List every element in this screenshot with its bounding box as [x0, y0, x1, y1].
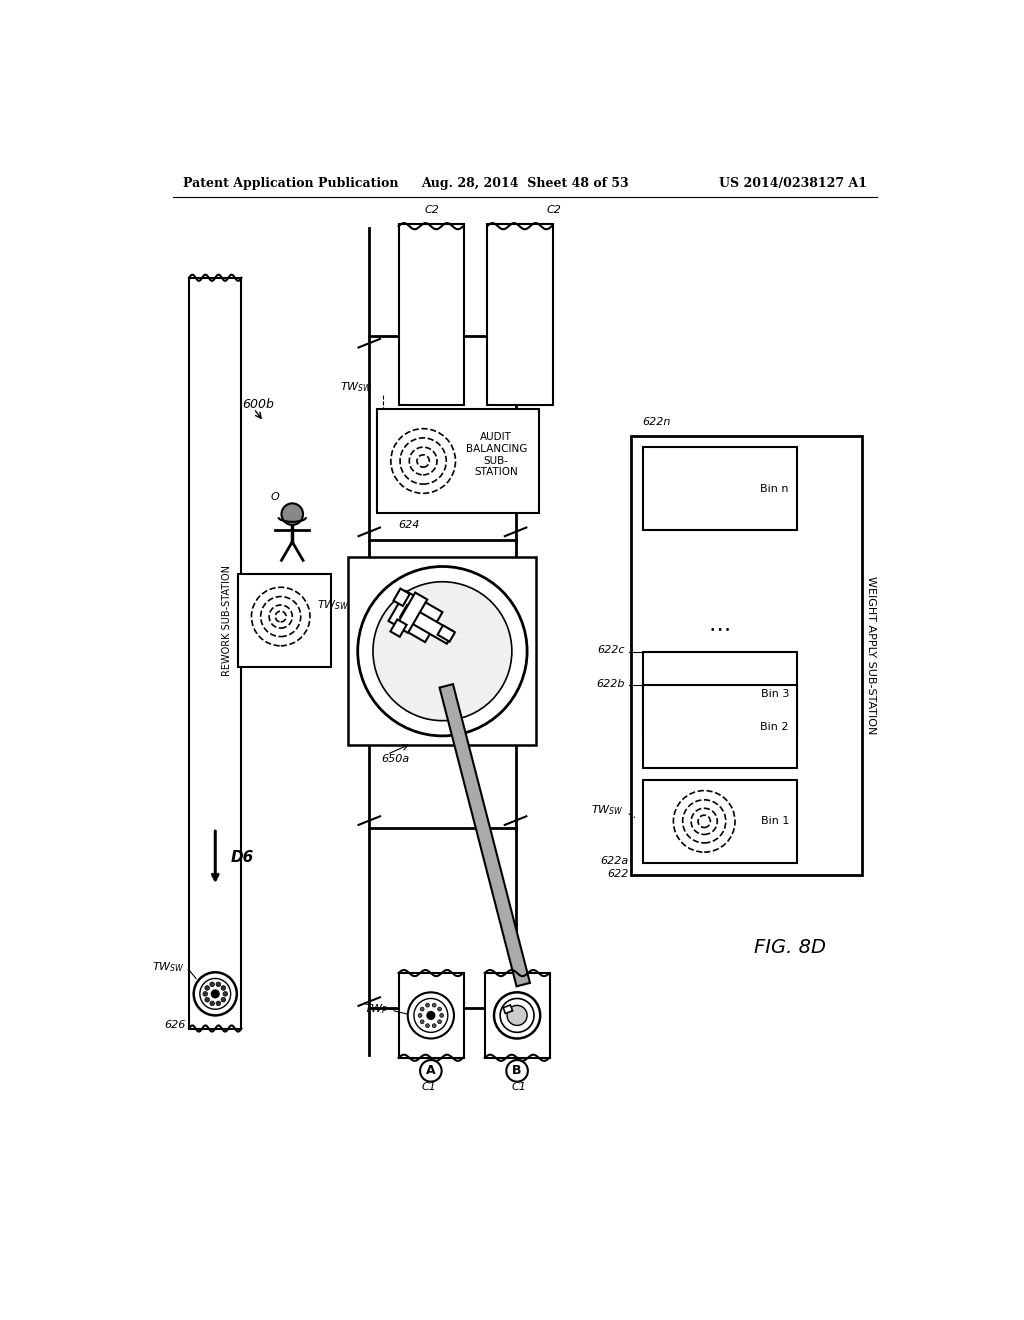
Circle shape — [427, 1011, 435, 1019]
Polygon shape — [503, 1005, 513, 1014]
Text: 600b: 600b — [243, 399, 274, 412]
Circle shape — [216, 982, 220, 986]
Text: C1: C1 — [422, 1082, 437, 1092]
Text: US 2014/0238127 A1: US 2014/0238127 A1 — [719, 177, 866, 190]
Text: C2: C2 — [425, 205, 440, 215]
Text: D6: D6 — [230, 850, 254, 865]
Text: 622b: 622b — [596, 678, 625, 689]
Text: $TW_{SW}$: $TW_{SW}$ — [317, 598, 350, 612]
Text: Aug. 28, 2014  Sheet 48 of 53: Aug. 28, 2014 Sheet 48 of 53 — [421, 177, 629, 190]
Bar — [643, 780, 797, 863]
Circle shape — [432, 1003, 436, 1007]
Text: O: O — [271, 492, 280, 502]
Bar — [398, 973, 464, 1057]
Circle shape — [507, 1006, 527, 1026]
Circle shape — [282, 503, 303, 525]
Text: 650a: 650a — [381, 754, 409, 764]
Text: A: A — [426, 1064, 435, 1077]
Text: $TW_{SW}$: $TW_{SW}$ — [152, 960, 184, 974]
Circle shape — [210, 982, 214, 986]
Circle shape — [439, 1014, 443, 1018]
Circle shape — [200, 978, 230, 1010]
Text: 622: 622 — [607, 869, 629, 879]
Circle shape — [426, 1003, 429, 1007]
Circle shape — [373, 582, 512, 721]
Circle shape — [418, 1014, 422, 1018]
Circle shape — [211, 990, 219, 998]
Text: Bin 3: Bin 3 — [761, 689, 788, 698]
Circle shape — [357, 566, 527, 737]
Text: $TW_{SW}$: $TW_{SW}$ — [340, 380, 373, 393]
Text: $TW_P$: $TW_P$ — [365, 1002, 388, 1016]
Circle shape — [500, 998, 535, 1032]
Text: FIG. 8D: FIG. 8D — [755, 939, 826, 957]
Circle shape — [506, 1060, 528, 1081]
Text: REWORK SUB-STATION: REWORK SUB-STATION — [222, 565, 232, 676]
Polygon shape — [388, 591, 442, 642]
Text: C1: C1 — [512, 1082, 526, 1092]
Bar — [398, 224, 464, 405]
Text: Bin 1: Bin 1 — [761, 816, 788, 826]
Circle shape — [437, 1007, 441, 1011]
Bar — [189, 277, 242, 1028]
Polygon shape — [396, 593, 427, 632]
Text: Bin 2: Bin 2 — [761, 722, 788, 731]
Circle shape — [420, 1007, 424, 1011]
Circle shape — [426, 1024, 429, 1027]
Text: WEIGHT APPLY SUB-STATION: WEIGHT APPLY SUB-STATION — [866, 576, 877, 734]
Circle shape — [221, 998, 225, 1002]
Text: B: B — [512, 1064, 522, 1077]
Circle shape — [205, 998, 210, 1002]
Text: 622a: 622a — [600, 857, 629, 866]
Circle shape — [205, 986, 210, 990]
Bar — [643, 447, 797, 531]
Circle shape — [194, 973, 237, 1015]
Circle shape — [414, 998, 447, 1032]
Circle shape — [420, 1020, 424, 1024]
Text: AUDIT
BALANCING
SUB-
STATION: AUDIT BALANCING SUB- STATION — [466, 433, 527, 478]
Circle shape — [203, 991, 208, 997]
Circle shape — [420, 1060, 441, 1081]
Text: Bin n: Bin n — [761, 483, 788, 494]
Circle shape — [210, 1001, 214, 1006]
Circle shape — [223, 991, 227, 997]
Circle shape — [408, 993, 454, 1039]
Bar — [377, 409, 539, 512]
Circle shape — [216, 1001, 220, 1006]
Polygon shape — [393, 589, 410, 606]
Polygon shape — [390, 619, 407, 636]
Circle shape — [494, 993, 541, 1039]
Bar — [643, 685, 797, 768]
Text: 622c: 622c — [597, 645, 625, 656]
Text: 622n: 622n — [643, 417, 671, 426]
Text: 626: 626 — [164, 1019, 185, 1030]
Polygon shape — [439, 684, 530, 986]
Polygon shape — [437, 626, 455, 642]
Circle shape — [437, 1020, 441, 1024]
Bar — [239, 574, 331, 667]
Bar — [487, 224, 553, 405]
Bar — [631, 436, 862, 875]
Text: C2: C2 — [547, 205, 561, 215]
Circle shape — [432, 1024, 436, 1027]
Text: $TW_{SW}$: $TW_{SW}$ — [591, 803, 624, 817]
Text: ⋯: ⋯ — [709, 619, 731, 639]
Circle shape — [221, 986, 225, 990]
Bar — [484, 973, 550, 1057]
Bar — [348, 557, 537, 744]
Bar — [643, 652, 797, 735]
Text: 624: 624 — [398, 520, 420, 529]
Polygon shape — [400, 605, 454, 644]
Text: Patent Application Publication: Patent Application Publication — [183, 177, 398, 190]
